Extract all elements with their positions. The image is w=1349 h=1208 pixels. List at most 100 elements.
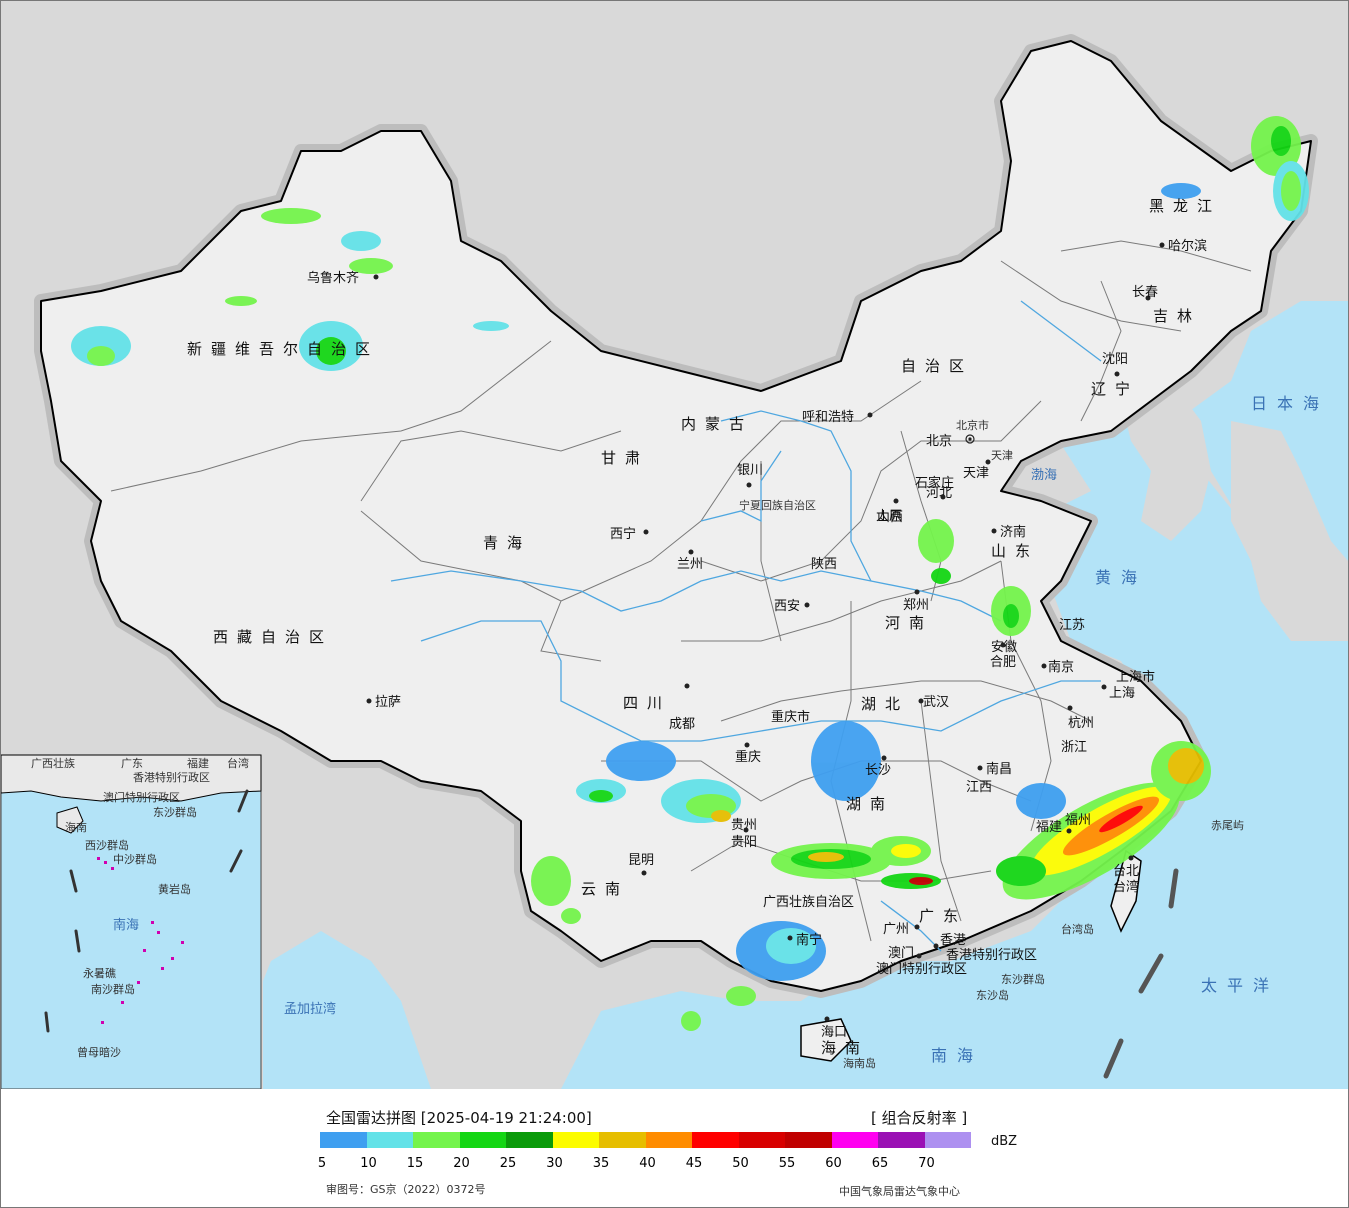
city-label: 澳门 — [888, 945, 914, 961]
city-label: 呼和浩特 — [802, 410, 854, 425]
city-label: 香港 — [940, 933, 966, 948]
city-label: 长春 — [1132, 285, 1158, 300]
city-label: 天津 — [963, 466, 989, 481]
inset-label: 南海 — [113, 917, 139, 933]
city-label: 武汉 — [923, 695, 949, 710]
scale-swatch — [506, 1132, 553, 1148]
city-label: 南昌 — [986, 761, 1012, 777]
scale-swatch — [413, 1132, 460, 1148]
inset-label: 西沙群岛 — [85, 838, 129, 852]
city-label: 银川 — [737, 463, 763, 478]
inset-label: 福建 — [187, 756, 209, 770]
city-label: 海口 — [821, 1025, 847, 1040]
color-scale-bar — [320, 1132, 971, 1148]
scale-tick: 70 — [918, 1156, 935, 1171]
province-label: 内蒙古 — [681, 415, 753, 433]
city-label: 北京 — [926, 434, 952, 449]
province-label: 江苏 — [1059, 617, 1085, 633]
inset-label: 澳门特别行政区 — [103, 790, 180, 804]
city-label: 长沙 — [865, 763, 891, 778]
province-label: 甘肃 — [601, 449, 649, 467]
sea-label: 渤海 — [1031, 467, 1057, 483]
east-ocean — [561, 401, 1348, 1089]
scale-swatch — [924, 1132, 971, 1148]
scale-tick: 40 — [639, 1156, 656, 1171]
province-label: 湖南 — [846, 795, 894, 813]
inset-label: 广东 — [121, 757, 143, 770]
city-label: 成都 — [669, 717, 695, 732]
island-label: 东沙岛 — [976, 988, 1009, 1002]
scale-tick: 60 — [825, 1156, 842, 1171]
city-label: 西安 — [774, 599, 800, 614]
province-label: 台湾 — [1113, 879, 1139, 895]
province-label: 辽宁 — [1091, 380, 1139, 398]
inset-label: 东沙群岛 — [153, 805, 197, 819]
city-label: 哈尔滨 — [1168, 238, 1207, 254]
sea-labels: 日本海 渤海 黄海 太平洋 南海 孟加拉湾 东沙群岛 台湾岛 赤尾屿 海南岛 东… — [284, 394, 1319, 1070]
province-label: 新疆维吾尔自治区 — [187, 340, 379, 358]
korea-land — [1121, 381, 1211, 541]
city-label: 南京 — [1048, 659, 1074, 675]
island-label: 海南岛 — [843, 1056, 876, 1070]
scale-swatch — [459, 1132, 506, 1148]
scale-tick: 5 — [317, 1156, 327, 1171]
island-label: 赤尾屿 — [1211, 819, 1244, 832]
radar-echoes — [71, 116, 1309, 1031]
city-label: 石家庄 — [915, 475, 954, 491]
scale-ticks: 5 10 15 20 25 30 35 40 45 50 55 60 65 70 — [317, 1156, 980, 1172]
city-label: 重庆 — [735, 749, 761, 765]
inset-label: 海南 — [65, 820, 87, 834]
bay-of-bengal — [263, 931, 431, 1089]
city-label: 昆明 — [628, 853, 654, 868]
south-china-sea-inset: 广西壮族 广东 福建 台湾 香港特别行政区 澳门特别行政区 东沙群岛 海南 西沙… — [1, 754, 262, 1089]
province-label: 澳门特别行政区 — [876, 961, 967, 977]
province-label: 四川 — [623, 694, 671, 712]
inset-label: 广西壮族 — [31, 756, 75, 770]
city-markers: 乌鲁木齐 拉萨 西宁 兰州 银川 呼和浩特 北京 天津 石家庄 太原 济南 郑州… — [307, 238, 1207, 1040]
scale-swatch — [599, 1132, 646, 1148]
scale-tick: 50 — [732, 1156, 749, 1171]
inset-label: 永暑礁 — [83, 966, 116, 980]
province-label: 河北 — [926, 486, 952, 501]
scale-swatch — [366, 1132, 413, 1148]
province-label: 天津 — [991, 449, 1013, 462]
scale-tick: 55 — [778, 1156, 796, 1171]
province-label: 青海 — [483, 534, 531, 552]
scale-swatch — [831, 1132, 878, 1148]
city-label: 贵阳 — [731, 835, 757, 850]
inset-label: 黄岩岛 — [158, 882, 191, 896]
inset-label: 曾母暗沙 — [77, 1045, 121, 1059]
product-name: [ 组合反射率 ] — [871, 1109, 968, 1127]
scale-tick: 65 — [871, 1156, 889, 1171]
province-label: 浙江 — [1061, 740, 1087, 755]
scale-swatch — [692, 1132, 739, 1148]
province-label: 湖北 — [861, 695, 909, 713]
radar-map: 新疆维吾尔自治区 西藏自治区 青海 甘肃 内蒙古 自治区 黑龙江 吉林 辽宁 河… — [1, 1, 1348, 1089]
japan-land — [1231, 421, 1348, 641]
island-label: 台湾岛 — [1061, 922, 1094, 936]
city-label: 拉萨 — [375, 695, 401, 710]
province-label: 宁夏回族自治区 — [739, 498, 816, 512]
province-label: 吉林 — [1153, 307, 1201, 325]
sea-label: 孟加拉湾 — [284, 1001, 336, 1017]
province-label: 山西 — [877, 510, 903, 525]
city-label: 济南 — [1000, 524, 1026, 540]
scale-tick: 45 — [685, 1156, 703, 1171]
province-label: 陕西 — [811, 557, 837, 572]
legend-title: 全国雷达拼图 [2025-04-19 21:24:00] — [326, 1109, 592, 1127]
boundary-dashes — [1103, 868, 1179, 1079]
scale-swatch — [320, 1132, 367, 1148]
city-label: 合肥 — [990, 655, 1016, 670]
city-label: 沈阳 — [1102, 352, 1128, 367]
inset-label: 中沙群岛 — [113, 852, 157, 866]
province-label: 河南 — [885, 614, 933, 632]
province-label: 安徽 — [991, 640, 1017, 655]
inset-label: 香港特别行政区 — [133, 770, 210, 784]
province-label: 江西 — [966, 780, 992, 795]
sea-label: 黄海 — [1095, 568, 1147, 587]
province-label: 重庆市 — [771, 709, 810, 725]
scale-tick: 30 — [546, 1156, 563, 1171]
scale-tick: 20 — [453, 1156, 470, 1171]
province-label: 广东 — [919, 907, 967, 925]
province-label: 北京市 — [956, 418, 989, 432]
